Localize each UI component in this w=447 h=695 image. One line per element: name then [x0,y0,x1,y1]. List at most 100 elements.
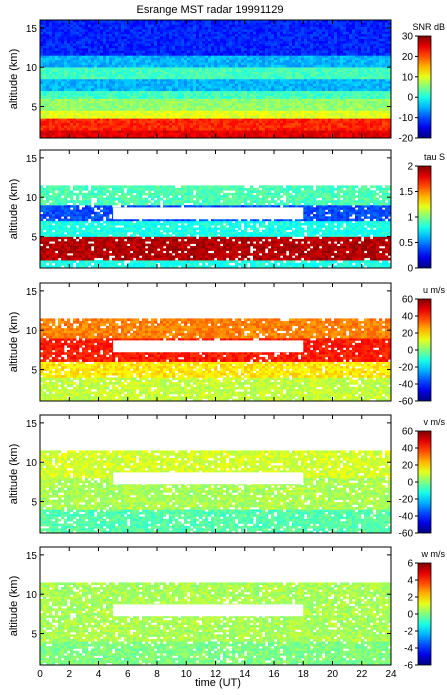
heatmap-cell [310,99,313,102]
heatmap-cell [373,116,376,119]
heatmap-cell [211,27,214,30]
heatmap-cell [340,88,343,91]
heatmap-cell [154,108,157,111]
heatmap-cell [121,67,124,70]
heatmap-cell [226,116,229,119]
heatmap-cell [115,130,118,133]
heatmap-cell [223,22,226,25]
heatmap-cell [61,121,64,124]
heatmap-cell [52,67,55,70]
heatmap-cell [337,103,340,106]
heatmap-cell [187,101,190,104]
heatmap-cell [133,130,136,133]
heatmap-cell [109,58,112,61]
heatmap-cell [310,67,313,70]
heatmap-cell [250,130,253,133]
heatmap-cell [337,118,340,121]
heatmap-cell [82,39,85,42]
heatmap-cell [187,27,190,30]
heatmap-cell [226,65,229,68]
heatmap-cell [100,37,103,40]
heatmap-cell [82,93,85,96]
heatmap-cell [355,79,358,82]
heatmap-cell [349,113,352,116]
heatmap-cell [313,70,316,73]
heatmap-cell [211,34,214,37]
heatmap-cell [79,67,82,70]
heatmap-cell [229,79,232,82]
heatmap-cell [283,63,286,66]
heatmap-cell [322,58,325,61]
heatmap-cell [298,108,301,111]
heatmap-cell [148,81,151,84]
heatmap-cell [271,74,274,77]
heatmap-cell [250,108,253,111]
heatmap-cell [151,103,154,106]
heatmap-cell [124,128,127,131]
heatmap-cell [325,34,328,37]
heatmap-cell [190,81,193,84]
heatmap-cell [280,81,283,84]
heatmap-cell [235,27,238,30]
heatmap-cell [355,111,358,114]
heatmap-cell [319,55,322,58]
heatmap-cell [376,116,379,119]
heatmap-cell [259,79,262,82]
heatmap-cell [157,67,160,70]
heatmap-cell [322,79,325,82]
heatmap-cell [184,32,187,35]
heatmap-cell [100,58,103,61]
heatmap-cell [307,79,310,82]
heatmap-cell [361,77,364,80]
heatmap-cell [127,72,130,75]
heatmap-cell [97,77,100,80]
heatmap-cell [289,101,292,104]
heatmap-cell [187,96,190,99]
heatmap-cell [223,91,226,94]
heatmap-cell [145,77,148,80]
heatmap-cell [91,67,94,70]
heatmap-cell [283,111,286,114]
heatmap-cell [163,22,166,25]
heatmap-cell [196,125,199,128]
heatmap-cell [241,91,244,94]
heatmap-cell [385,29,388,32]
heatmap-cell [196,63,199,66]
heatmap-cell [238,93,241,96]
heatmap-cell [130,29,133,32]
heatmap-cell [262,74,265,77]
heatmap-cell [160,125,163,128]
heatmap-cell [379,70,382,73]
heatmap-cell [220,121,223,124]
heatmap-cell [292,130,295,133]
heatmap-cell [67,37,70,40]
heatmap-cell [124,88,127,91]
heatmap-cell [304,101,307,104]
heatmap-cell [49,37,52,40]
heatmap-cell [121,99,124,102]
heatmap-cell [316,29,319,32]
heatmap-cell [112,103,115,106]
heatmap-cell [91,60,94,63]
heatmap-cell [97,113,100,116]
heatmap-cell [226,58,229,61]
heatmap-cell [190,125,193,128]
heatmap-cell [373,77,376,80]
heatmap-cell [79,60,82,63]
heatmap-cell [169,93,172,96]
heatmap-cell [94,58,97,61]
heatmap-cell [364,37,367,40]
heatmap-cell [223,77,226,80]
heatmap-cell [262,121,265,124]
heatmap-cell [190,67,193,70]
heatmap-cell [166,39,169,42]
heatmap-cell [238,58,241,61]
heatmap-cell [352,133,355,136]
heatmap-cell [46,99,49,102]
heatmap-cell [52,86,55,89]
heatmap-cell [355,37,358,40]
heatmap-cell [157,125,160,128]
heatmap-cell [163,67,166,70]
heatmap-cell [292,116,295,119]
heatmap-cell [58,22,61,25]
